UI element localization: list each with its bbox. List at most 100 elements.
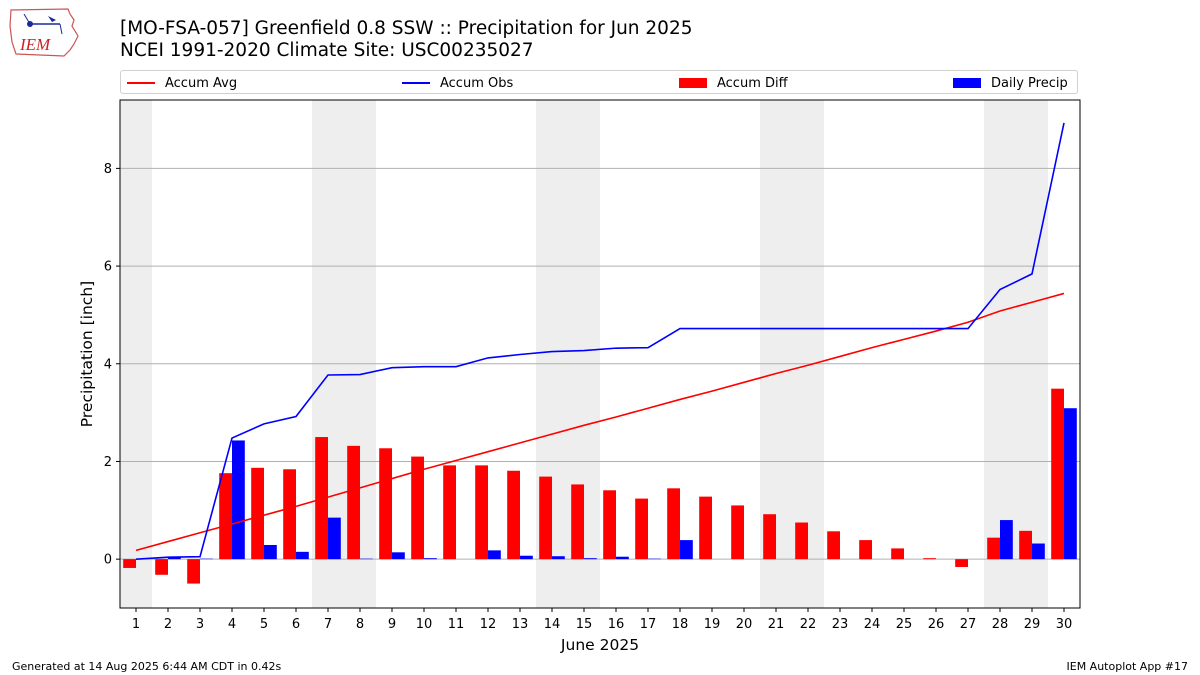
accum-diff-bar (731, 505, 744, 560)
x-tick-label: 10 (416, 617, 433, 632)
chart-subtitle: NCEI 1991-2020 Climate Site: USC00235027 (120, 40, 534, 61)
accum-diff-bar (315, 437, 328, 560)
app-credit: IEM Autoplot App #17 (1066, 660, 1189, 673)
x-tick-label: 7 (324, 617, 332, 632)
accum-diff-bar (443, 465, 456, 560)
x-tick-label: 30 (1056, 617, 1073, 632)
accum-diff-bar (987, 537, 1000, 560)
daily-precip-bar (1032, 543, 1045, 560)
y-tick-label: 2 (104, 455, 112, 470)
accum-diff-bar (1051, 388, 1064, 560)
weekend-shade (120, 100, 152, 608)
x-tick-label: 27 (960, 617, 977, 632)
daily-precip-bar (232, 440, 245, 560)
x-tick-label: 15 (576, 617, 593, 632)
accum-diff-bar (187, 559, 200, 584)
accum-diff-bar (251, 467, 264, 560)
x-tick-label: 18 (672, 617, 689, 632)
accum-diff-bar (475, 465, 488, 560)
x-tick-label: 2 (164, 617, 172, 632)
accum-diff-bar (827, 531, 840, 560)
daily-precip-bar (520, 555, 533, 560)
accum-diff-bar (123, 559, 136, 568)
legend-swatch-accum-avg (127, 82, 155, 84)
daily-precip-bar (488, 550, 501, 560)
daily-precip-bar (264, 544, 277, 560)
x-tick-label: 23 (832, 617, 849, 632)
daily-precip-bar (616, 556, 629, 560)
x-tick-label: 14 (544, 617, 561, 632)
y-tick-label: 4 (104, 357, 112, 372)
y-tick-label: 8 (104, 162, 112, 177)
daily-precip-bar (1064, 408, 1077, 560)
x-tick-label: 20 (736, 617, 753, 632)
accum-diff-bar (539, 476, 552, 560)
y-tick-label: 0 (104, 553, 112, 568)
daily-precip-bar (168, 557, 181, 560)
y-tick-label: 6 (104, 260, 112, 275)
y-axis-label: Precipitation [inch] (78, 281, 96, 427)
x-tick-label: 3 (196, 617, 204, 632)
x-tick-label: 29 (1024, 617, 1041, 632)
daily-precip-bar (328, 517, 341, 560)
accum-obs-line (135, 122, 1065, 560)
x-tick-label: 28 (992, 617, 1009, 632)
accum-diff-bar (219, 473, 232, 560)
accum-diff-bar (1019, 530, 1032, 560)
logo-text: IEM (19, 35, 51, 54)
chart-title: [MO-FSA-057] Greenfield 0.8 SSW :: Preci… (120, 18, 693, 39)
legend-swatch-accum-obs (402, 82, 430, 84)
x-tick-label: 9 (388, 617, 396, 632)
daily-precip-bar (1000, 520, 1013, 560)
accum-diff-bar (155, 559, 168, 575)
daily-precip-bar (680, 540, 693, 560)
legend-label-accum-obs: Accum Obs (440, 75, 514, 91)
legend-label-accum-diff: Accum Diff (717, 75, 788, 91)
accum-diff-bar (571, 484, 584, 560)
x-tick-label: 17 (640, 617, 657, 632)
accum-diff-bar (699, 496, 712, 560)
x-axis-label: June 2025 (560, 636, 639, 654)
accum-diff-bar (379, 448, 392, 560)
legend-label-daily-precip: Daily Precip (991, 75, 1068, 91)
x-tick-label: 11 (448, 617, 465, 632)
x-tick-label: 16 (608, 617, 625, 632)
plot-frame (119, 99, 1081, 609)
x-tick-label: 6 (292, 617, 300, 632)
accum-diff-bar (347, 445, 360, 560)
iem-logo: IEM (9, 8, 79, 57)
accum-diff-bar (795, 522, 808, 560)
daily-precip-bar (424, 558, 437, 560)
accum-diff-bar (859, 540, 872, 560)
accum-diff-bar (763, 514, 776, 560)
x-tick-label: 19 (704, 617, 721, 632)
daily-precip-bar (296, 551, 309, 560)
daily-precip-bar (392, 552, 405, 560)
legend-label-accum-avg: Accum Avg (165, 75, 238, 91)
x-tick-label: 8 (356, 617, 364, 632)
accum-diff-bar (923, 558, 936, 560)
x-tick-label: 25 (896, 617, 913, 632)
legend-item-daily-precip: Daily Precip (953, 74, 1068, 92)
legend-swatch-daily-precip (953, 78, 981, 88)
x-tick-label: 26 (928, 617, 945, 632)
legend-item-accum-diff: Accum Diff (679, 74, 788, 92)
x-tick-label: 4 (228, 617, 236, 632)
legend-swatch-accum-diff (679, 78, 707, 88)
accum-diff-bar (635, 498, 648, 560)
generated-timestamp: Generated at 14 Aug 2025 6:44 AM CDT in … (12, 660, 282, 673)
daily-precip-bar (552, 556, 565, 560)
x-tick-label: 22 (800, 617, 817, 632)
accum-diff-bar (411, 456, 424, 560)
accum-diff-bar (507, 470, 520, 560)
accum-diff-bar (283, 469, 296, 560)
accum-diff-bar (667, 488, 680, 560)
weekend-shade (984, 100, 1048, 608)
accum-diff-bar (891, 548, 904, 560)
x-tick-label: 5 (260, 617, 268, 632)
x-tick-label: 12 (480, 617, 497, 632)
x-tick-label: 13 (512, 617, 529, 632)
x-tick-label: 24 (864, 617, 881, 632)
legend-item-accum-obs: Accum Obs (402, 74, 513, 92)
